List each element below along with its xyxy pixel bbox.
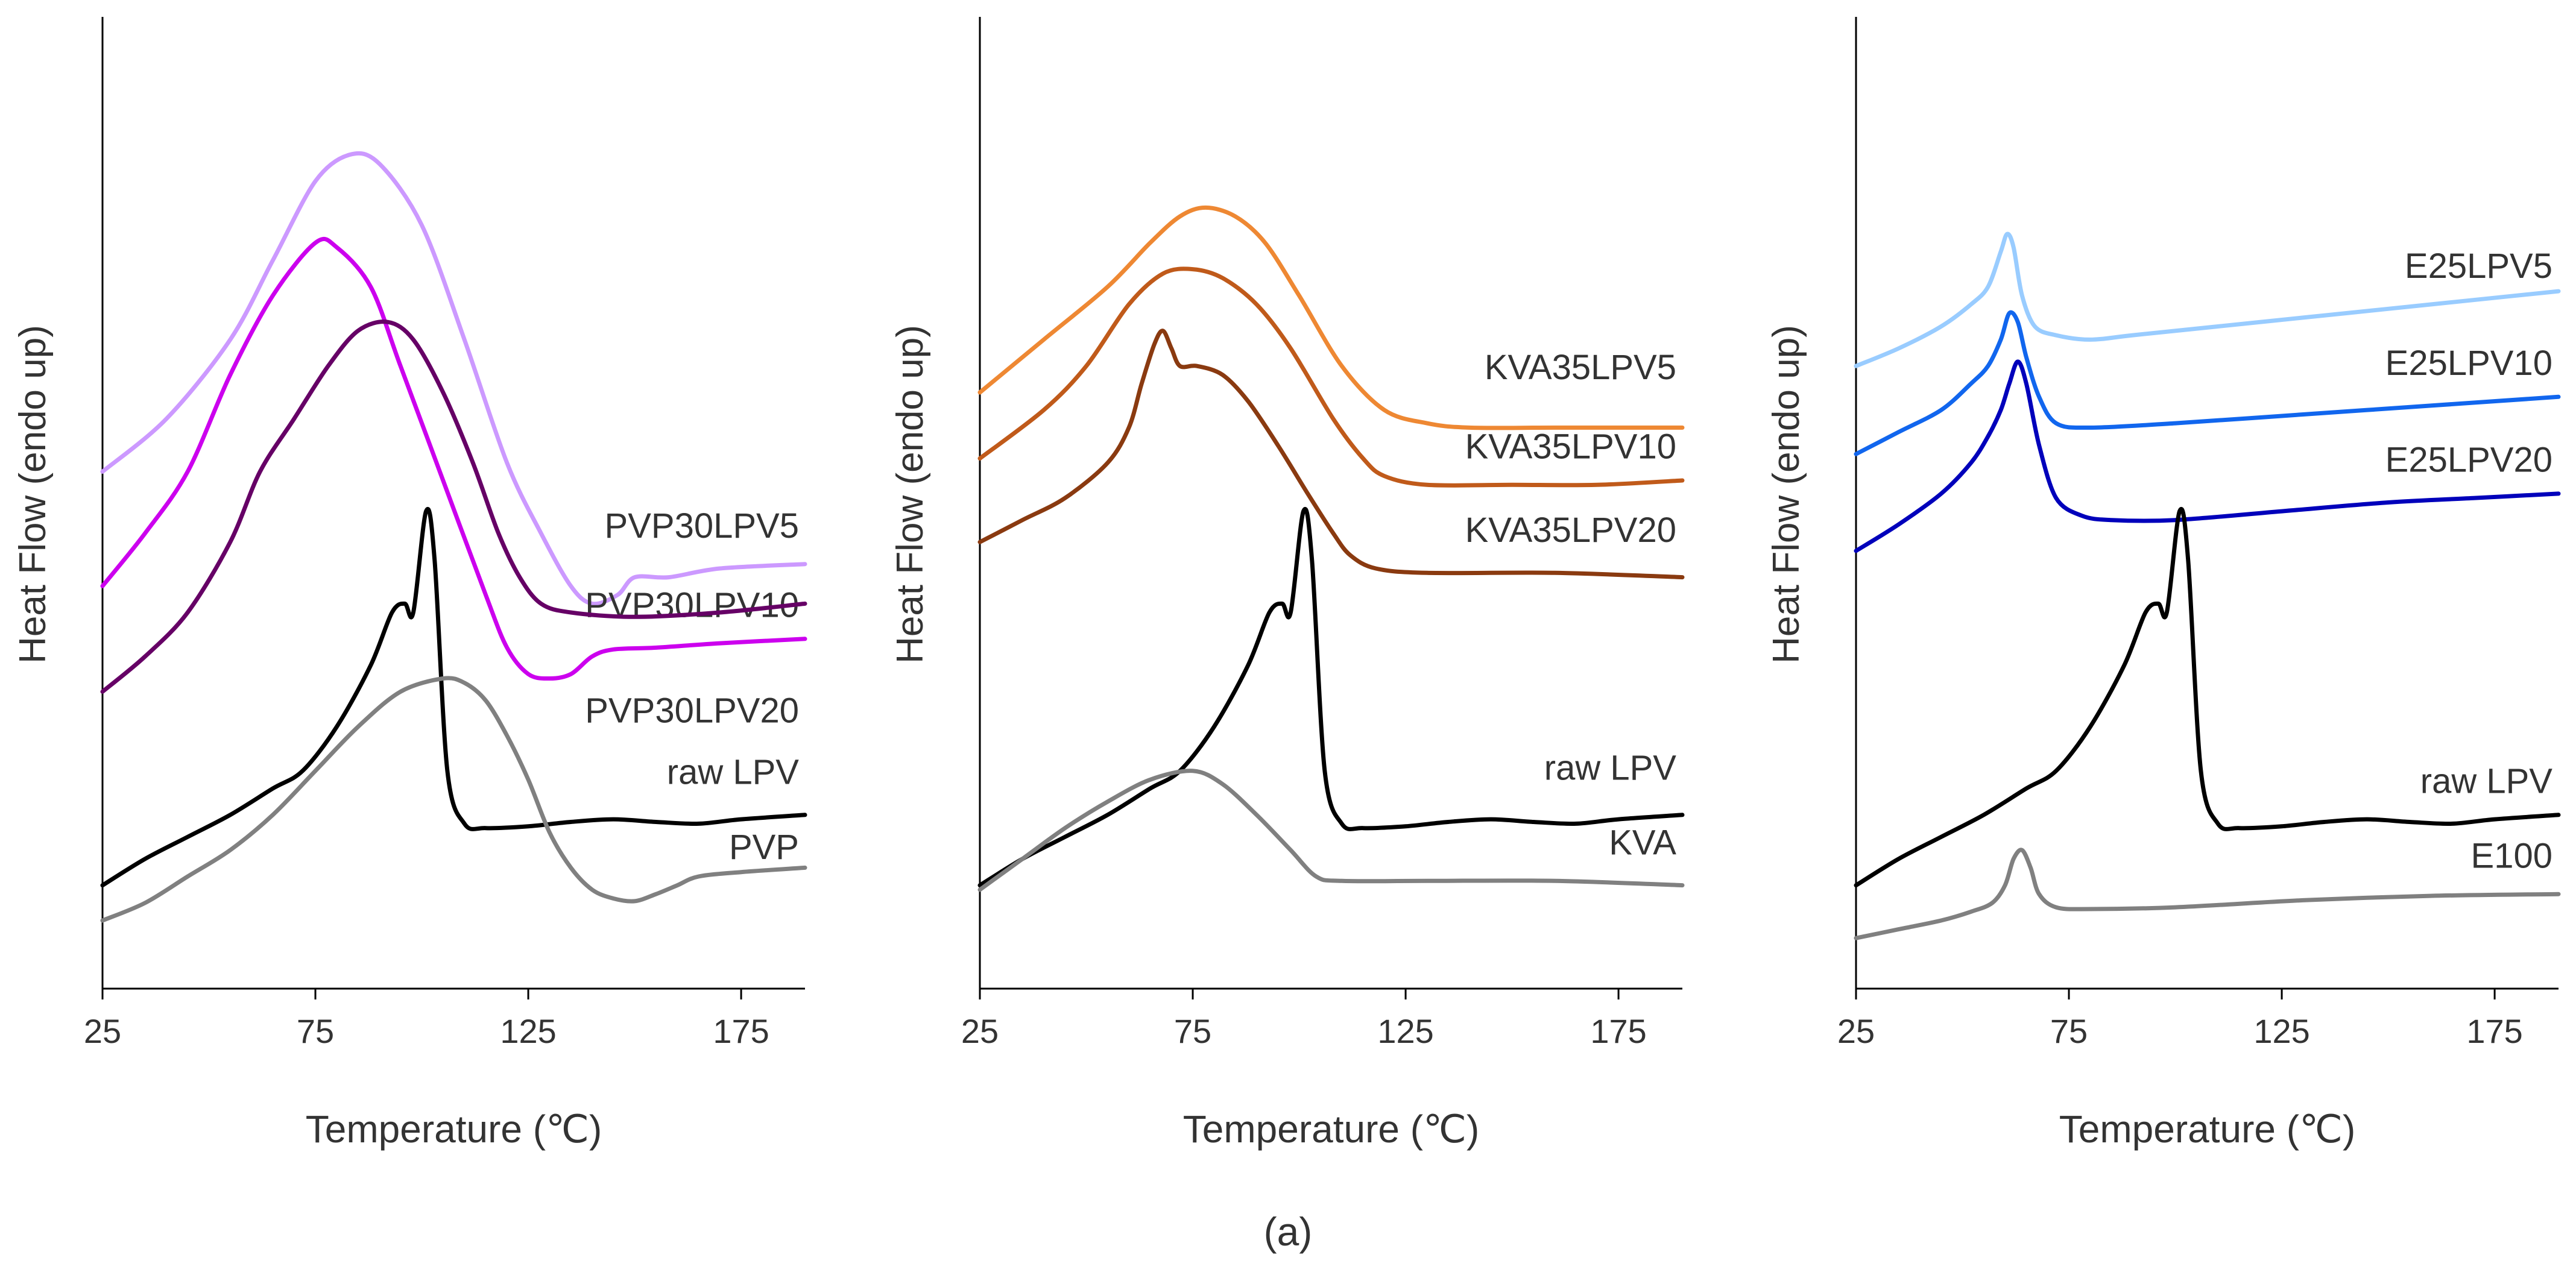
- series-line-e25lpv20: [1854, 359, 2561, 553]
- series-line-raw-lpv: [100, 506, 807, 888]
- x-tick-label: 125: [1377, 1012, 1433, 1050]
- chart-panel-3: 25 75 125 175 Temperature (℃) Heat Flow (endo…: [1766, 17, 2561, 1151]
- series-label-raw-lpv: raw LPV: [2420, 761, 2553, 801]
- series-line-kva: [977, 769, 1685, 892]
- x-tick-label: 75: [297, 1012, 334, 1050]
- series-line-kva35lpv20: [977, 329, 1685, 580]
- series-label-pvp30lpv5: PVP30LPV5: [605, 506, 799, 546]
- x-tick-label: 75: [1174, 1012, 1211, 1050]
- series-label-e25lpv10: E25LPV10: [2385, 344, 2552, 383]
- series-line-pvp: [100, 676, 807, 923]
- series-line-pvp30lpv5: [100, 151, 807, 606]
- series-label-pvp30lpv10: PVP30LPV10: [585, 585, 799, 625]
- figure-caption: (a): [1263, 1209, 1313, 1254]
- series-label-e100: E100: [2471, 836, 2552, 875]
- series-label-kva35lpv10: KVA35LPV10: [1465, 427, 1676, 467]
- series-line-e100: [1854, 848, 2561, 940]
- series-line-e25lpv5: [1854, 231, 2561, 368]
- x-tick-label: 175: [1590, 1012, 1646, 1050]
- x-tick-label: 175: [713, 1012, 769, 1050]
- series-label-kva35lpv20: KVA35LPV20: [1465, 511, 1676, 550]
- series-line-raw-lpv: [977, 506, 1685, 888]
- series-line-kva35lpv10: [977, 266, 1685, 488]
- series-line-pvp30lpv10: [100, 236, 807, 681]
- x-tick-label: 125: [500, 1012, 556, 1050]
- series-line-pvp30lpv20: [100, 319, 807, 694]
- x-axis-title: Temperature (℃): [1183, 1107, 1480, 1151]
- x-axis-title: Temperature (℃): [2059, 1107, 2356, 1151]
- series-label-pvp: PVP: [729, 828, 799, 867]
- y-axis-title: Heat Flow (endo up): [1766, 325, 1807, 664]
- series-label-raw-lpv: raw LPV: [1544, 748, 1677, 787]
- x-axis-title: Temperature (℃): [306, 1107, 602, 1151]
- chart-panel-2: 25 75 125 175 Temperature (℃) Heat Flow (endo…: [889, 17, 1685, 1151]
- x-tick-label: 175: [2466, 1012, 2522, 1050]
- x-tick-label: 125: [2253, 1012, 2309, 1050]
- x-tick-label: 75: [2050, 1012, 2088, 1050]
- series-label-raw-lpv: raw LPV: [667, 753, 800, 792]
- series-label-e25lpv5: E25LPV5: [2405, 247, 2552, 286]
- x-tick-label: 25: [961, 1012, 999, 1050]
- x-tick-label: 25: [84, 1012, 121, 1050]
- series-label-kva: KVA: [1609, 823, 1676, 863]
- series-line-raw-lpv: [1854, 506, 2561, 888]
- series-line-kva35lpv5: [977, 205, 1685, 430]
- x-tick-label: 25: [1837, 1012, 1875, 1050]
- y-axis-title: Heat Flow (endo up): [889, 325, 931, 664]
- y-axis-title: Heat Flow (endo up): [12, 325, 54, 664]
- series-label-pvp30lpv20: PVP30LPV20: [585, 691, 799, 731]
- series-line-e25lpv10: [1854, 310, 2561, 456]
- chart-panel-1: 25 75 125 175 Temperature (℃) Heat Flow (endo…: [12, 17, 807, 1151]
- series-label-e25lpv20: E25LPV20: [2385, 440, 2552, 479]
- series-label-kva35lpv5: KVA35LPV5: [1485, 348, 1676, 387]
